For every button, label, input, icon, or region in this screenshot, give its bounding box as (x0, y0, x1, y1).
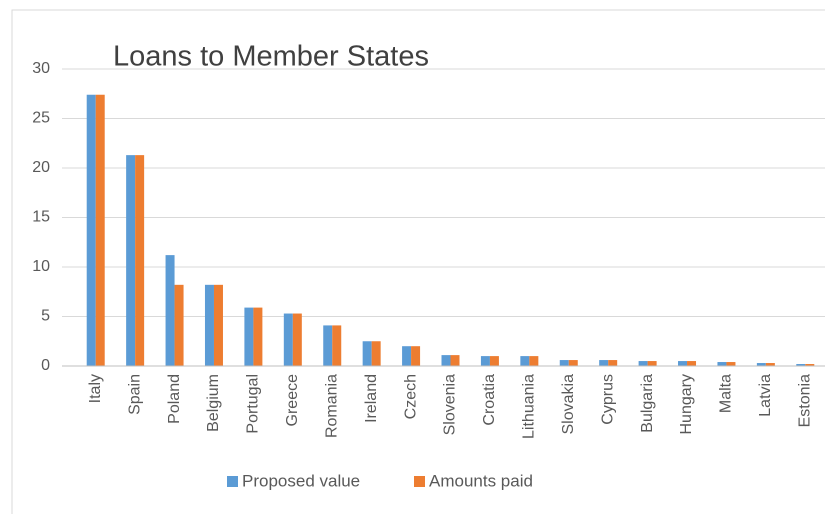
x-tick-label: Italy (87, 374, 104, 403)
y-tick-label: 30 (32, 60, 50, 77)
bar (135, 155, 145, 366)
bar (244, 307, 254, 366)
bar (765, 363, 775, 366)
x-tick-label: Belgium (205, 374, 222, 432)
x-tick-label: Slovakia (560, 374, 577, 435)
bar (489, 356, 499, 366)
bar (796, 364, 806, 366)
bar (726, 362, 736, 366)
bar (480, 356, 490, 366)
x-tick-label: Spain (126, 374, 143, 415)
bar (441, 355, 451, 366)
x-tick-label: Estonia (797, 374, 814, 427)
bar (599, 360, 609, 366)
bar (529, 356, 539, 366)
y-tick-label: 15 (32, 209, 50, 226)
bar (717, 362, 727, 366)
bar (638, 361, 648, 366)
x-tick-label: Greece (284, 374, 301, 427)
bar (323, 325, 333, 366)
x-tick-label: Cyprus (599, 374, 616, 425)
y-tick-label: 0 (41, 357, 50, 374)
x-tick-label: Latvia (757, 374, 774, 417)
chart-title: Loans to Member States (113, 41, 429, 73)
bar (678, 361, 688, 366)
y-tick-label: 25 (32, 110, 50, 127)
bar (520, 356, 530, 366)
bar (687, 361, 697, 366)
bar (204, 284, 214, 366)
legend-label: Amounts paid (429, 471, 533, 490)
bar (559, 360, 569, 366)
x-tick-label: Lithuania (521, 374, 538, 439)
bar (450, 355, 460, 366)
chart-border (11, 9, 825, 514)
y-tick-label: 10 (32, 258, 50, 275)
bar (608, 360, 618, 366)
bar (362, 341, 372, 366)
x-tick-label: Ireland (363, 374, 380, 423)
bar (371, 341, 381, 366)
x-tick-label: Bulgaria (639, 374, 656, 433)
x-tick-label: Slovenia (442, 374, 459, 435)
x-tick-label: Poland (166, 374, 183, 424)
bar (805, 364, 815, 366)
x-tick-label: Czech (402, 374, 419, 419)
bar (756, 363, 766, 366)
bar (95, 94, 105, 367)
x-tick-label: Croatia (481, 374, 498, 426)
bar (213, 284, 223, 366)
bar (174, 284, 184, 366)
legend-label: Proposed value (242, 471, 360, 490)
legend-swatch (227, 476, 238, 487)
bar (402, 346, 412, 366)
bar (647, 361, 657, 366)
bar (332, 325, 342, 366)
bar (568, 360, 578, 366)
legend-swatch (414, 476, 425, 487)
y-tick-label: 5 (41, 308, 50, 325)
bar (253, 307, 263, 366)
x-tick-label: Romania (323, 374, 340, 438)
x-tick-label: Malta (718, 374, 735, 413)
x-tick-label: Portugal (245, 374, 262, 434)
x-tick-label: Hungary (678, 374, 695, 434)
y-tick-label: 20 (32, 159, 50, 176)
bar (126, 155, 136, 366)
bar (292, 313, 302, 366)
bar (86, 94, 96, 367)
bar (283, 313, 293, 366)
bar (165, 255, 175, 366)
bar (411, 346, 421, 366)
